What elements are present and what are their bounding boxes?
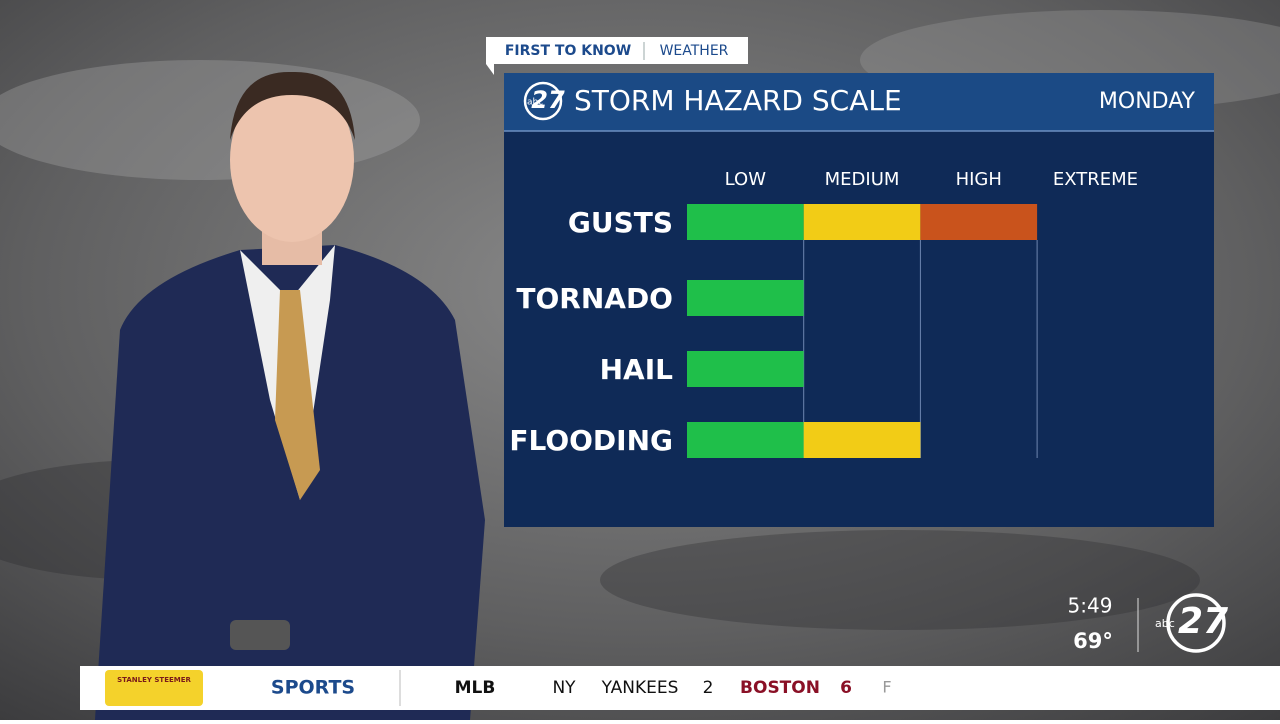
hazard-segment: [687, 351, 804, 387]
panel-day: MONDAY: [1099, 89, 1196, 114]
hazard-segment: [920, 204, 1038, 240]
away-score: 2: [703, 678, 714, 698]
hazard-segment: [803, 204, 921, 240]
hazard-label: GUSTS: [568, 206, 673, 239]
presenter: [95, 71, 485, 720]
hazard-segment: [687, 280, 804, 316]
tag-pointer: [486, 64, 494, 75]
sponsor-name: STANLEY STEEMER: [117, 676, 191, 684]
temperature: 69°: [1073, 629, 1113, 653]
logo-abc: abc: [527, 98, 543, 108]
level-label: MEDIUM: [825, 169, 900, 190]
ticker: [80, 666, 1280, 710]
away-team: YANKEES: [601, 678, 679, 698]
league: MLB: [455, 678, 496, 698]
level-label: EXTREME: [1053, 169, 1138, 190]
home-team: BOSTON: [740, 678, 820, 698]
panel-header: [504, 73, 1214, 131]
tag-brand: FIRST TO KNOW: [505, 43, 631, 59]
clock: 5:49: [1068, 594, 1113, 618]
panel-title: STORM HAZARD SCALE: [574, 84, 902, 117]
hazard-segment: [687, 204, 804, 240]
tag-box: [486, 37, 748, 64]
corner-logo-ring: [1166, 593, 1226, 653]
hazard-segment: [687, 422, 804, 458]
logo-ring: [523, 81, 563, 121]
away-city: NY: [552, 678, 576, 698]
home-score: 6: [840, 678, 852, 698]
sponsor-logo: [105, 670, 203, 706]
tag-section: WEATHER: [660, 43, 729, 59]
hazard-label: FLOODING: [509, 424, 673, 457]
ticker-section: SPORTS: [271, 677, 355, 699]
hazard-chart: LOW MEDIUM HIGH EXTREME GUSTS TORNADO HAIL FLOO…: [509, 169, 1138, 458]
hazard-label: HAIL: [600, 353, 674, 386]
level-label: HIGH: [956, 169, 1002, 190]
level-label: LOW: [725, 169, 767, 190]
logo-number: 27: [531, 86, 565, 114]
game-status: F: [882, 678, 891, 697]
corner-logo-number: 27: [1178, 601, 1228, 642]
hazard-segment: [803, 422, 921, 458]
hazard-label: TORNADO: [516, 282, 673, 315]
corner-logo-abc: abc: [1155, 617, 1175, 630]
